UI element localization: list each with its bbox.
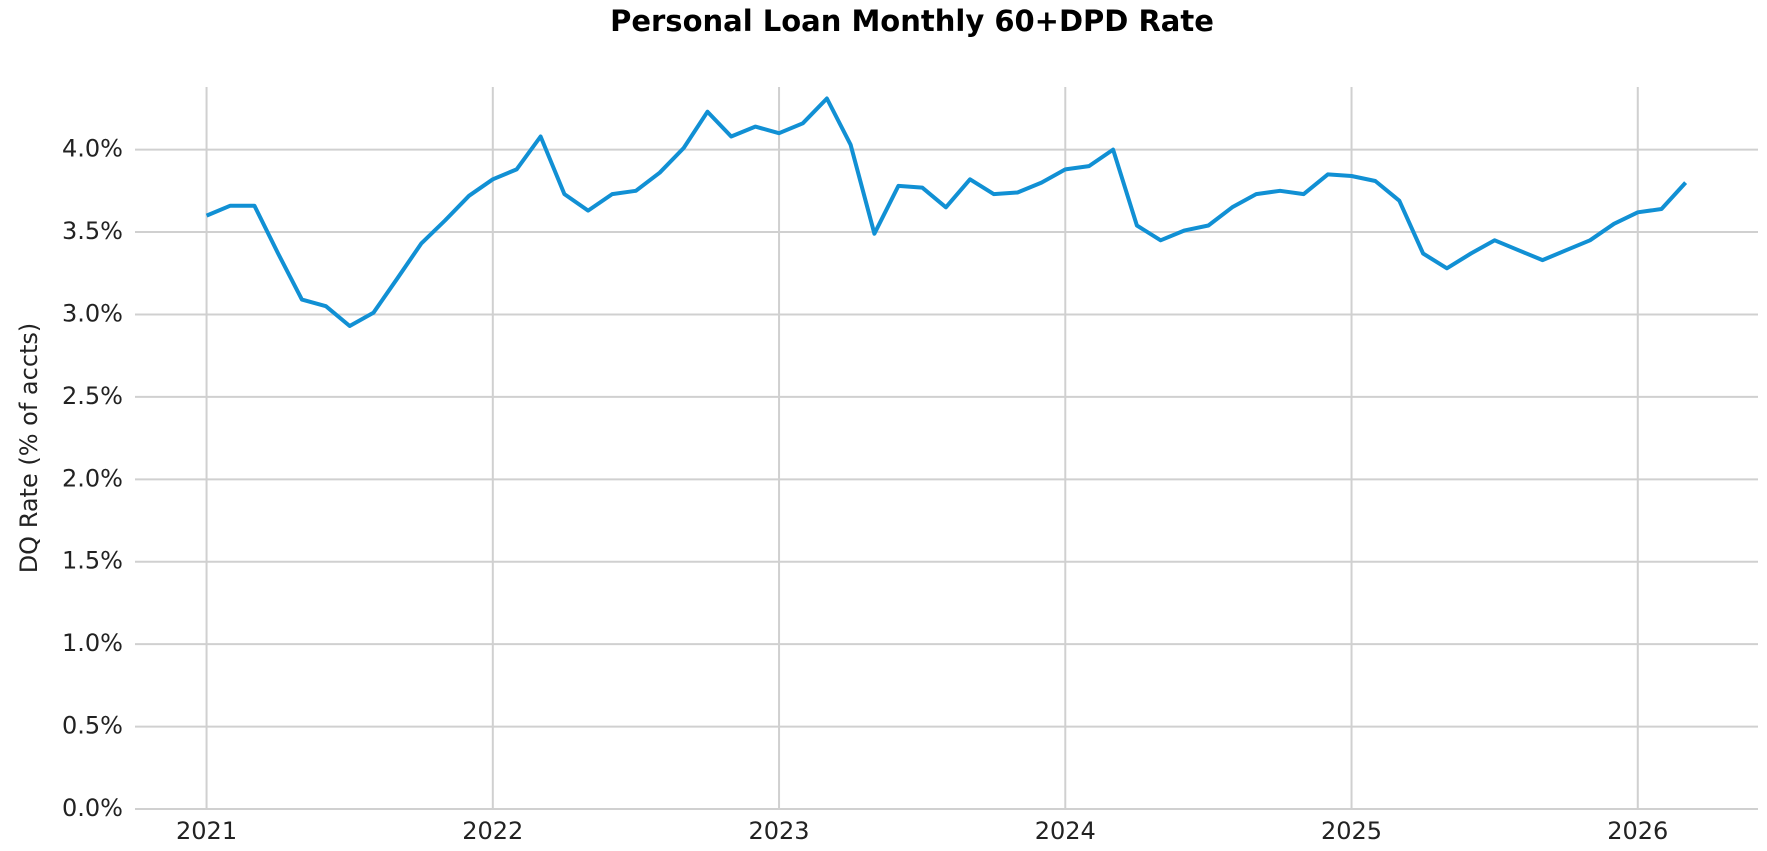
x-tick-label: 2022 xyxy=(462,817,523,845)
x-tick-label: 2021 xyxy=(176,817,237,845)
x-tick-label: 2025 xyxy=(1321,817,1382,845)
y-tick-label: 3.0% xyxy=(62,299,123,327)
y-tick-label: 3.5% xyxy=(62,217,123,245)
y-tick-label: 4.0% xyxy=(62,135,123,163)
x-tick-label: 2024 xyxy=(1035,817,1096,845)
chart-title: Personal Loan Monthly 60+DPD Rate xyxy=(610,4,1214,38)
y-tick-label: 0.0% xyxy=(62,794,123,822)
data-line xyxy=(205,96,1688,328)
y-tick-label: 2.5% xyxy=(62,382,123,410)
y-tick-label: 0.5% xyxy=(62,712,123,740)
x-tick-label: 2026 xyxy=(1607,817,1668,845)
x-tick-label: 2023 xyxy=(749,817,810,845)
y-tick-label: 1.0% xyxy=(62,629,123,657)
y-axis-label: DQ Rate (% of accts) xyxy=(15,323,43,574)
y-tick-label: 1.5% xyxy=(62,547,123,575)
y-tick-label: 2.0% xyxy=(62,464,123,492)
